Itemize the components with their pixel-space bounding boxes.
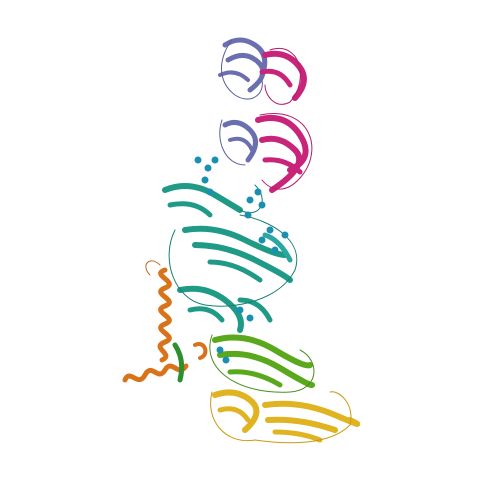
strand — [225, 53, 266, 93]
sphere — [281, 231, 289, 239]
purple-domain — [218, 37, 268, 166]
sphere — [194, 156, 202, 164]
sphere — [216, 346, 224, 354]
teal-domain — [162, 183, 298, 333]
helix — [193, 342, 208, 360]
helix — [122, 363, 189, 383]
orange-helix — [122, 260, 208, 383]
strand — [192, 242, 293, 283]
sphere — [204, 164, 212, 172]
loop — [259, 113, 313, 190]
sphere — [246, 196, 254, 204]
strand — [222, 37, 268, 78]
loop — [210, 391, 352, 444]
sphere — [201, 176, 209, 184]
sphere — [246, 314, 254, 322]
strand — [228, 136, 254, 152]
strand — [262, 157, 303, 175]
green-domain — [172, 334, 315, 393]
strand — [265, 416, 338, 433]
sphere — [271, 246, 279, 254]
sphere — [254, 188, 262, 196]
strand — [272, 429, 323, 443]
loop — [145, 260, 161, 276]
strand — [162, 183, 243, 213]
sphere — [266, 226, 274, 234]
strand — [207, 259, 263, 283]
strand — [262, 400, 361, 427]
strand — [217, 350, 315, 388]
strand — [212, 334, 313, 369]
sphere — [236, 306, 244, 314]
magenta-domain — [255, 47, 313, 193]
strand — [167, 201, 213, 218]
strand — [262, 232, 293, 263]
loop — [219, 119, 246, 166]
strand — [172, 342, 185, 383]
loop — [209, 334, 315, 393]
strand — [217, 406, 251, 423]
loop — [264, 47, 301, 105]
strand — [227, 369, 283, 388]
strand — [262, 50, 307, 101]
loop — [221, 39, 263, 100]
strand — [187, 306, 225, 323]
sphere — [258, 236, 266, 244]
strand — [177, 285, 244, 333]
strand — [259, 135, 303, 193]
sphere — [211, 156, 219, 164]
sphere — [258, 201, 266, 209]
sphere — [244, 211, 252, 219]
strand — [182, 225, 288, 258]
strand — [259, 68, 293, 88]
sphere — [206, 188, 214, 196]
strand — [212, 389, 260, 433]
helix — [157, 267, 172, 363]
sphere — [222, 356, 230, 364]
strand — [237, 297, 273, 323]
glycans — [194, 156, 289, 364]
strand — [218, 70, 250, 82]
yellow-domain — [210, 389, 361, 444]
